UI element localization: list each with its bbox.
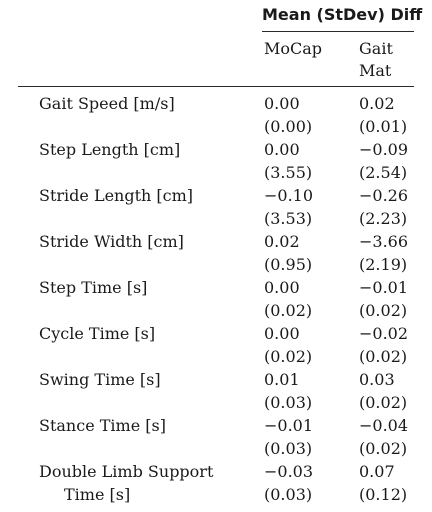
row-label: Step Time [s] (39, 278, 148, 297)
gaitmat-mean: 0.03 (359, 370, 395, 389)
gaitmat-sd: (2.54) (359, 163, 408, 182)
row-label: Stride Length [cm] (39, 186, 194, 205)
row-label: Stance Time [s] (39, 416, 166, 435)
gaitmat-sd: (0.02) (359, 301, 408, 320)
gaitmat-sd: (2.19) (359, 255, 408, 274)
row-label: Gait Speed [m/s] (39, 94, 175, 113)
row-label: Cycle Time [s] (39, 324, 156, 343)
mocap-mean: 0.02 (264, 232, 300, 251)
gaitmat-mean: −0.09 (359, 140, 409, 159)
mocap-mean: 0.00 (264, 324, 300, 343)
mocap-mean: −0.03 (264, 462, 314, 481)
mocap-sd: (0.95) (264, 255, 313, 274)
mocap-mean: 0.01 (264, 370, 300, 389)
mocap-sd: (0.03) (264, 393, 313, 412)
mocap-sd: (0.02) (264, 301, 313, 320)
gaitmat-sd: (0.02) (359, 347, 408, 366)
row-label-continuation: Time [s] (64, 485, 131, 504)
gaitmat-sd: (0.02) (359, 393, 408, 412)
gaitmat-sd: (0.01) (359, 117, 408, 136)
gaitmat-sd: (0.12) (359, 485, 408, 504)
gaitmat-sd: (2.23) (359, 209, 408, 228)
gaitmat-mean: 0.02 (359, 94, 395, 113)
row-label: Double Limb Support (39, 462, 214, 481)
gaitmat-mean: −0.02 (359, 324, 409, 343)
row-label: Swing Time [s] (39, 370, 161, 389)
mocap-sd: (3.53) (264, 209, 313, 228)
mocap-sd: (0.03) (264, 485, 313, 504)
table-rule (18, 86, 414, 87)
gaitmat-mean: −0.26 (359, 186, 409, 205)
gaitmat-mean: −0.04 (359, 416, 409, 435)
mocap-mean: 0.00 (264, 94, 300, 113)
mocap-sd: (3.55) (264, 163, 313, 182)
row-label: Stride Width [cm] (39, 232, 184, 251)
group-header: Mean (StDev) Diff (262, 5, 423, 24)
mocap-sd: (0.03) (264, 439, 313, 458)
mocap-mean: −0.10 (264, 186, 314, 205)
gaitmat-mean: 0.07 (359, 462, 395, 481)
gaitmat-mean: −3.66 (359, 232, 409, 251)
mocap-sd: (0.02) (264, 347, 313, 366)
header-rule (262, 31, 414, 32)
mocap-sd: (0.00) (264, 117, 313, 136)
col-header-gaitmat: Gait Mat (359, 39, 393, 80)
mocap-mean: 0.00 (264, 278, 300, 297)
mocap-mean: −0.01 (264, 416, 314, 435)
mocap-mean: 0.00 (264, 140, 300, 159)
col-header-mocap: MoCap (264, 39, 323, 58)
gaitmat-sd: (0.02) (359, 439, 408, 458)
row-label: Step Length [cm] (39, 140, 181, 159)
gaitmat-mean: −0.01 (359, 278, 409, 297)
